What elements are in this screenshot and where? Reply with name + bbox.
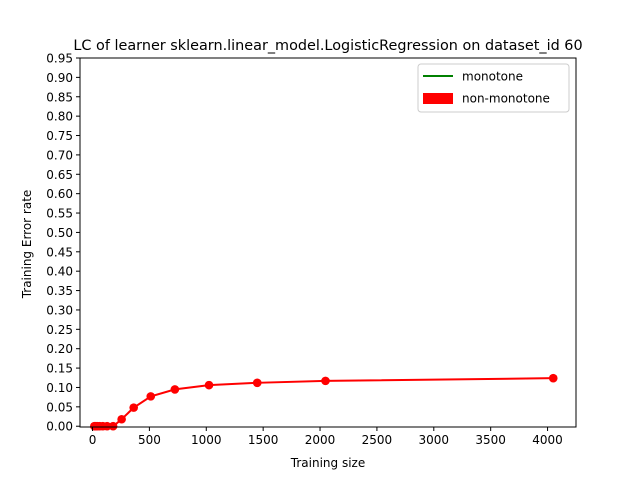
y-tick-label: 0.80 — [46, 110, 73, 124]
data-point — [108, 421, 118, 431]
y-tick-label: 0.00 — [46, 420, 73, 434]
data-point — [204, 380, 214, 390]
y-tick-label: 0.25 — [46, 323, 73, 337]
data-point — [170, 385, 180, 394]
x-tick-label: 500 — [138, 433, 161, 447]
y-axis-label: Training Error rate — [20, 190, 34, 300]
x-tick-label: 3000 — [419, 433, 450, 447]
legend-label: monotone — [462, 70, 523, 84]
y-tick-label: 0.95 — [46, 52, 73, 66]
legend-patch-swatch — [423, 93, 453, 104]
y-tick-label: 0.05 — [46, 400, 73, 414]
data-point — [252, 378, 262, 388]
y-tick-label: 0.85 — [46, 90, 73, 104]
data-point — [102, 421, 112, 431]
y-tick-label: 0.60 — [46, 187, 73, 201]
x-tick-label: 1000 — [191, 433, 222, 447]
y-tick-label: 0.50 — [46, 226, 73, 240]
y-tick-label: 0.10 — [46, 381, 73, 395]
data-point — [129, 403, 138, 412]
y-tick-label: 0.65 — [46, 168, 73, 182]
chart-title: LC of learner sklearn.linear_model.Logis… — [73, 38, 582, 54]
y-tick-label: 0.45 — [46, 245, 73, 259]
legend-label: non-monotone — [462, 92, 550, 106]
x-tick-label: 3500 — [475, 433, 506, 447]
data-point — [548, 373, 558, 383]
x-tick-label: 2000 — [305, 433, 336, 447]
x-tick-label: 0 — [89, 433, 97, 447]
legend: monotone non-monotone — [417, 63, 570, 113]
y-tick-label: 0.75 — [46, 129, 73, 143]
y-tick-label: 0.70 — [46, 148, 73, 162]
plot-frame — [79, 57, 577, 428]
x-tick-label: 1500 — [248, 433, 279, 447]
legend-box — [417, 63, 570, 113]
y-tick-label: 0.55 — [46, 207, 73, 221]
y-tick-label: 0.90 — [46, 71, 73, 85]
data-point — [321, 376, 330, 386]
y-tick-label: 0.15 — [46, 362, 73, 376]
x-tick-label: 4000 — [532, 433, 563, 447]
y-tick-label: 0.35 — [46, 284, 73, 298]
y-tick-label: 0.30 — [46, 303, 73, 317]
y-tick-label: 0.20 — [46, 342, 73, 356]
y-tick-label: 0.40 — [46, 265, 73, 279]
data-point — [117, 414, 126, 424]
data-point — [146, 392, 156, 401]
x-tick-label: 2500 — [362, 433, 393, 447]
axes: 0 500 1000 1500 2000 2500 3000 3500 4000 0.00 0.05… — [46, 52, 577, 447]
x-axis-label: Training size — [290, 456, 365, 470]
